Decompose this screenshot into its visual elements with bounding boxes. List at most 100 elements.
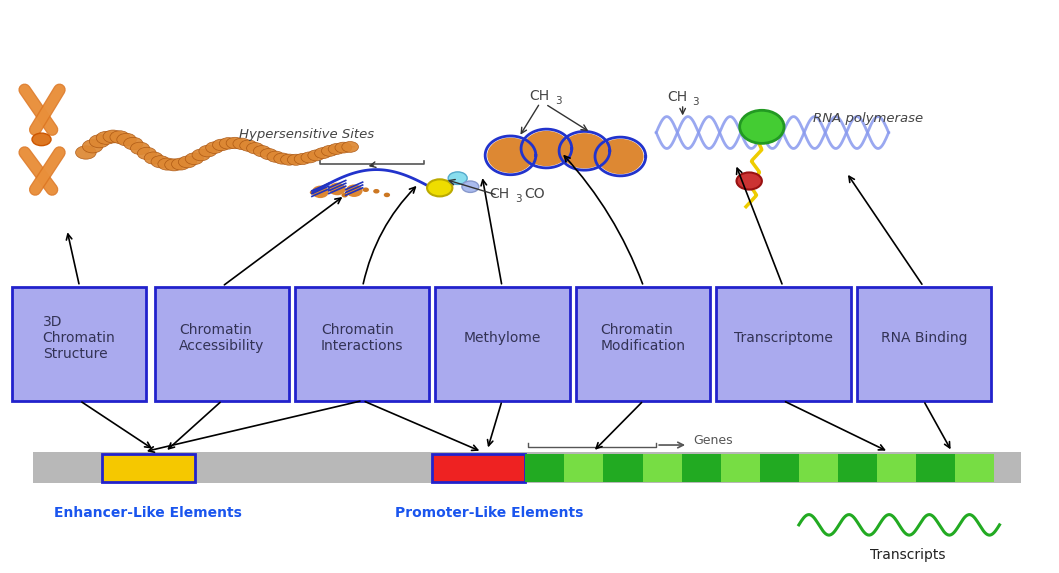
Bar: [604, 454, 643, 481]
Ellipse shape: [362, 187, 369, 192]
Ellipse shape: [523, 131, 570, 166]
Ellipse shape: [427, 179, 452, 197]
FancyBboxPatch shape: [435, 286, 570, 401]
Bar: [525, 454, 564, 481]
Ellipse shape: [130, 142, 149, 155]
Ellipse shape: [165, 159, 183, 171]
Bar: [798, 454, 838, 481]
Bar: [682, 454, 721, 481]
FancyBboxPatch shape: [12, 286, 146, 401]
Ellipse shape: [151, 156, 169, 168]
Ellipse shape: [328, 143, 345, 154]
Ellipse shape: [247, 143, 264, 154]
Bar: [564, 454, 604, 481]
Ellipse shape: [199, 146, 217, 157]
Ellipse shape: [322, 146, 338, 156]
Ellipse shape: [487, 138, 534, 173]
Text: Genes: Genes: [694, 434, 733, 447]
Bar: [759, 454, 798, 481]
Ellipse shape: [330, 190, 337, 194]
Ellipse shape: [383, 193, 390, 197]
Ellipse shape: [239, 140, 257, 151]
Text: Transcriptome: Transcriptome: [734, 331, 833, 345]
Ellipse shape: [267, 151, 284, 162]
Ellipse shape: [294, 154, 311, 164]
Text: RNA Binding: RNA Binding: [881, 331, 967, 345]
Text: CH: CH: [530, 89, 550, 103]
FancyBboxPatch shape: [857, 286, 991, 401]
Ellipse shape: [116, 134, 137, 146]
Ellipse shape: [345, 185, 362, 197]
Ellipse shape: [158, 158, 177, 170]
FancyBboxPatch shape: [576, 286, 711, 401]
Ellipse shape: [561, 133, 608, 168]
Ellipse shape: [373, 189, 379, 194]
Text: RNA polymerase: RNA polymerase: [812, 112, 922, 125]
Bar: [33, 452, 1021, 483]
Ellipse shape: [335, 142, 352, 153]
Ellipse shape: [178, 156, 197, 168]
Ellipse shape: [301, 152, 318, 163]
Text: 3: 3: [515, 194, 521, 205]
Ellipse shape: [321, 187, 327, 192]
Ellipse shape: [462, 181, 479, 193]
Ellipse shape: [213, 139, 230, 151]
Ellipse shape: [261, 148, 277, 160]
Bar: [102, 454, 195, 481]
Ellipse shape: [281, 154, 298, 165]
Text: Hypersensitive Sites: Hypersensitive Sites: [239, 128, 374, 141]
Text: CH: CH: [667, 90, 687, 104]
Text: 3: 3: [693, 97, 699, 107]
FancyBboxPatch shape: [155, 286, 289, 401]
FancyBboxPatch shape: [717, 286, 850, 401]
Bar: [432, 454, 525, 481]
Ellipse shape: [352, 191, 358, 195]
Ellipse shape: [342, 142, 359, 152]
Bar: [955, 454, 994, 481]
Ellipse shape: [89, 135, 109, 148]
Ellipse shape: [75, 146, 96, 159]
Ellipse shape: [138, 147, 157, 160]
Ellipse shape: [227, 138, 244, 149]
Bar: [721, 454, 759, 481]
Ellipse shape: [315, 148, 331, 159]
Ellipse shape: [192, 149, 210, 161]
Ellipse shape: [253, 146, 271, 157]
Ellipse shape: [341, 193, 347, 198]
Text: Methylome: Methylome: [464, 331, 541, 345]
Ellipse shape: [233, 138, 251, 150]
Ellipse shape: [96, 131, 116, 144]
Ellipse shape: [274, 153, 291, 164]
Bar: [838, 454, 877, 481]
Ellipse shape: [205, 142, 223, 154]
Text: CH: CH: [489, 187, 509, 201]
Ellipse shape: [144, 152, 163, 164]
Bar: [877, 454, 916, 481]
Text: Chromatin
Modification: Chromatin Modification: [600, 323, 685, 353]
Bar: [643, 454, 682, 481]
FancyBboxPatch shape: [295, 286, 429, 401]
Text: CO: CO: [524, 187, 544, 201]
Ellipse shape: [110, 131, 129, 143]
Ellipse shape: [185, 153, 203, 164]
Ellipse shape: [310, 190, 317, 195]
Ellipse shape: [312, 186, 328, 198]
Text: Promoter-Like Elements: Promoter-Like Elements: [395, 506, 584, 520]
Ellipse shape: [219, 138, 237, 149]
Ellipse shape: [736, 172, 761, 190]
Ellipse shape: [103, 130, 123, 143]
Ellipse shape: [448, 172, 467, 185]
Ellipse shape: [308, 150, 325, 161]
Ellipse shape: [124, 138, 143, 150]
Ellipse shape: [172, 158, 190, 170]
Ellipse shape: [287, 154, 304, 165]
Text: Enhancer-Like Elements: Enhancer-Like Elements: [54, 506, 243, 520]
Ellipse shape: [328, 183, 345, 195]
Text: Transcripts: Transcripts: [869, 548, 946, 562]
Bar: [916, 454, 955, 481]
Ellipse shape: [597, 139, 644, 174]
Ellipse shape: [83, 140, 103, 153]
Text: Chromatin
Interactions: Chromatin Interactions: [321, 323, 403, 353]
Text: 3: 3: [555, 96, 561, 106]
Ellipse shape: [32, 133, 51, 146]
